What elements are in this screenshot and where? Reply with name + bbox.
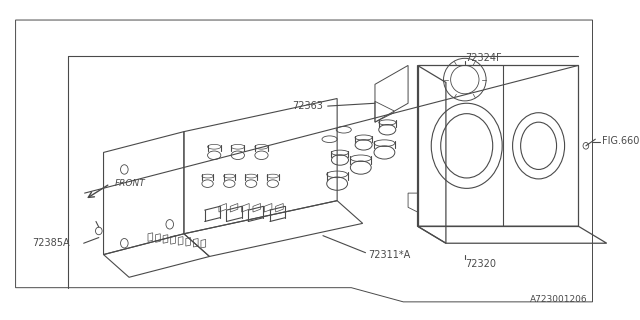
Text: A723001206: A723001206 bbox=[530, 295, 588, 304]
Text: FRONT: FRONT bbox=[115, 179, 146, 188]
Text: FIG.660: FIG.660 bbox=[602, 136, 639, 146]
Text: 72363: 72363 bbox=[292, 101, 323, 111]
Text: 72320: 72320 bbox=[465, 259, 496, 269]
Text: 72311*A: 72311*A bbox=[369, 250, 411, 260]
Text: 72324F: 72324F bbox=[465, 53, 502, 63]
Text: 72385A: 72385A bbox=[32, 238, 70, 248]
